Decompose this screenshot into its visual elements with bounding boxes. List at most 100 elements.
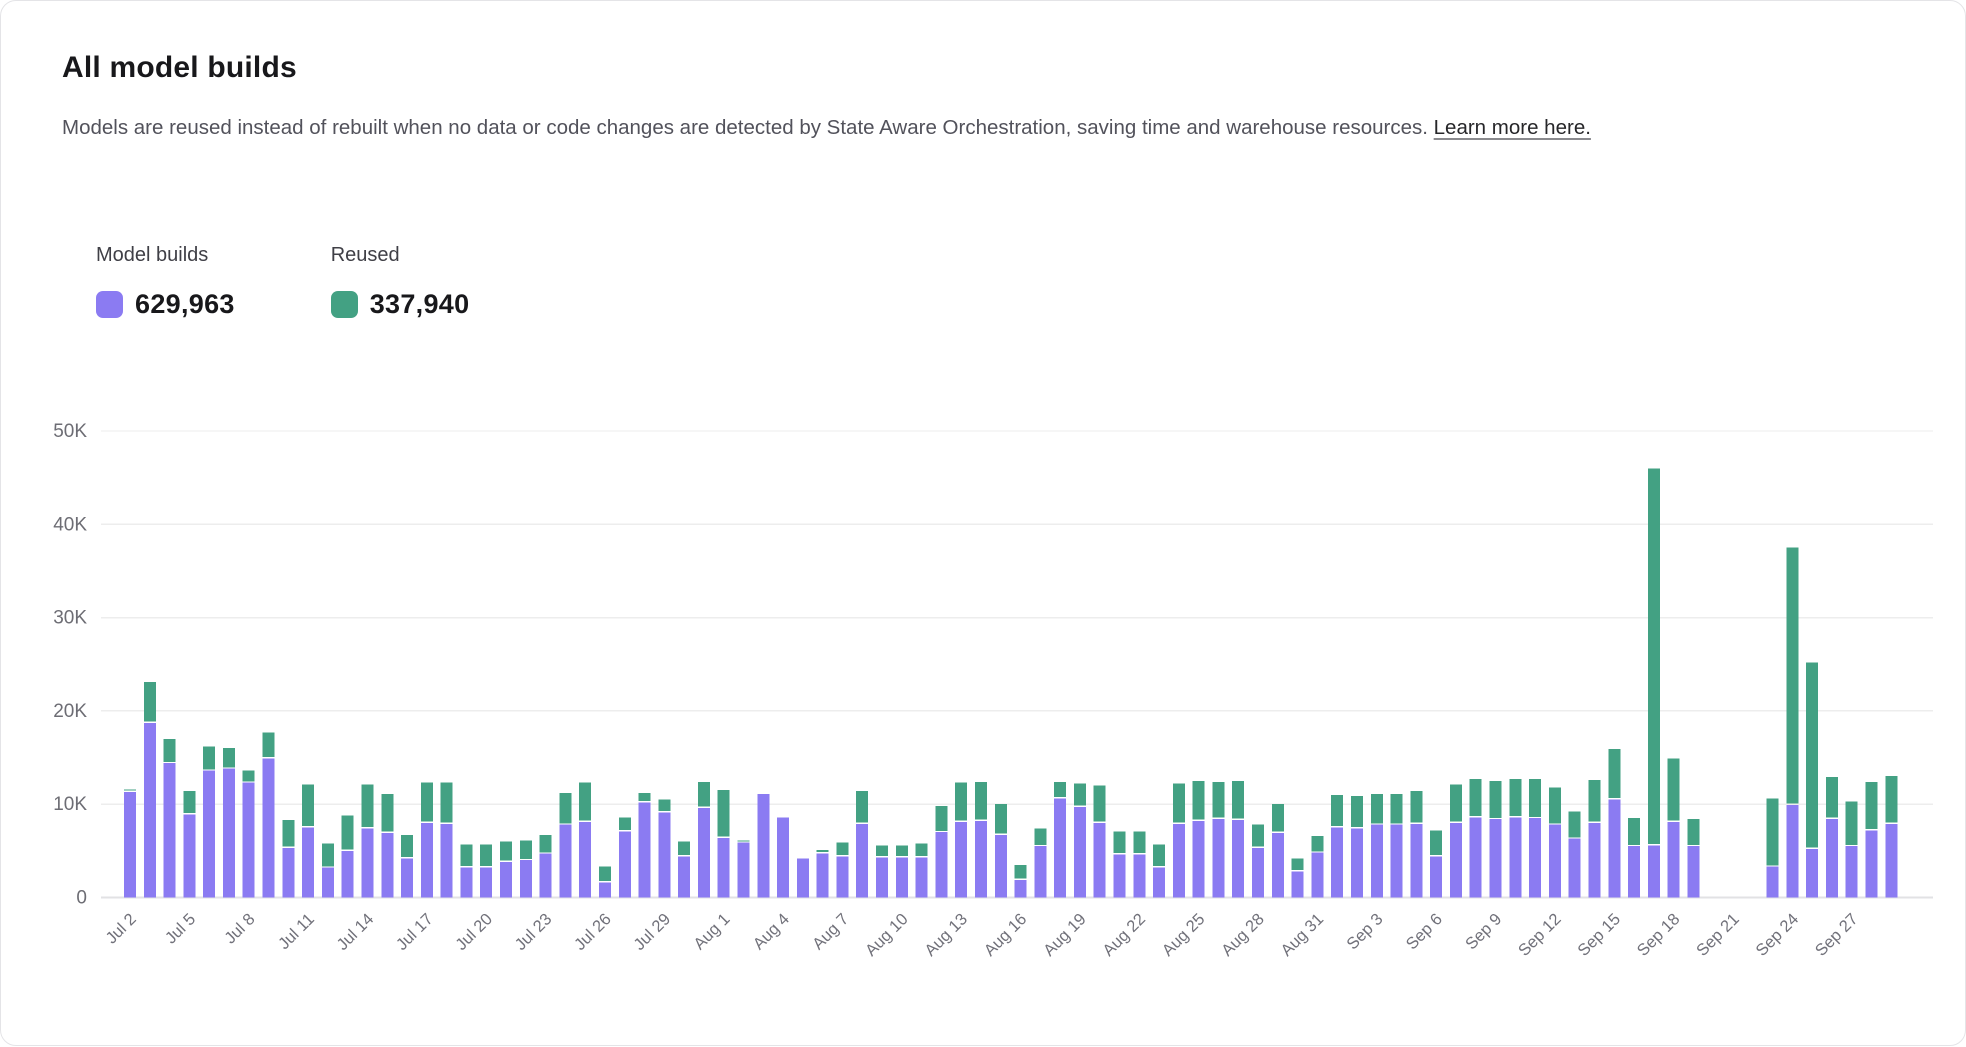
bar-reused-jul-24[interactable] [559, 793, 572, 824]
bar-model-builds-jul-28[interactable] [638, 802, 651, 898]
bar-reused-jul-16[interactable] [401, 835, 414, 857]
bar-model-builds-jul-14[interactable] [361, 828, 374, 898]
bar-reused-sep-8[interactable] [1469, 779, 1482, 816]
bar-model-builds-jul-27[interactable] [618, 831, 631, 898]
bar-model-builds-jul-12[interactable] [321, 867, 334, 898]
bar-reused-jul-22[interactable] [519, 840, 532, 859]
bar-model-builds-aug-1[interactable] [717, 837, 730, 898]
bar-model-builds-jul-24[interactable] [559, 824, 572, 898]
bar-model-builds-sep-19[interactable] [1687, 846, 1700, 898]
bar-model-builds-jul-23[interactable] [539, 853, 552, 898]
bar-model-builds-aug-6[interactable] [816, 853, 829, 898]
bar-reused-jul-6[interactable] [203, 746, 216, 770]
bar-model-builds-aug-11[interactable] [915, 857, 928, 898]
bar-model-builds-sep-2[interactable] [1351, 828, 1363, 898]
bar-model-builds-sep-28[interactable] [1865, 830, 1878, 898]
bar-model-builds-jul-13[interactable] [341, 850, 354, 898]
bar-reused-jul-23[interactable] [539, 835, 552, 853]
bar-reused-jul-26[interactable] [599, 866, 611, 882]
bar-model-builds-aug-31[interactable] [1311, 852, 1324, 898]
bar-model-builds-sep-15[interactable] [1608, 799, 1621, 898]
bar-reused-aug-16[interactable] [1014, 864, 1027, 879]
bar-reused-aug-7[interactable] [836, 842, 849, 856]
bar-reused-jul-20[interactable] [480, 844, 493, 867]
bar-reused-jul-4[interactable] [163, 738, 176, 762]
bar-model-builds-jul-30[interactable] [678, 856, 691, 898]
bar-reused-aug-29[interactable] [1271, 804, 1284, 832]
bar-model-builds-jul-25[interactable] [579, 821, 592, 898]
bar-model-builds-aug-4[interactable] [777, 817, 790, 898]
bar-model-builds-jul-22[interactable] [519, 860, 532, 898]
bar-model-builds-jul-9[interactable] [262, 758, 275, 898]
bar-model-builds-aug-14[interactable] [975, 821, 987, 898]
bar-model-builds-sep-24[interactable] [1786, 805, 1799, 898]
bar-reused-aug-30[interactable] [1291, 858, 1304, 870]
bar-model-builds-aug-5[interactable] [796, 858, 809, 898]
bar-model-builds-sep-5[interactable] [1410, 823, 1423, 898]
bar-reused-sep-10[interactable] [1509, 779, 1522, 816]
bar-model-builds-jul-18[interactable] [440, 823, 453, 898]
bar-reused-jul-30[interactable] [678, 841, 691, 856]
bar-model-builds-jul-7[interactable] [222, 768, 235, 898]
bar-reused-jul-15[interactable] [381, 793, 394, 832]
bar-model-builds-sep-6[interactable] [1430, 856, 1443, 898]
bar-reused-sep-24[interactable] [1786, 547, 1799, 804]
bar-model-builds-sep-25[interactable] [1806, 849, 1819, 898]
bar-reused-sep-9[interactable] [1489, 780, 1502, 818]
bar-model-builds-jul-21[interactable] [500, 862, 512, 898]
bar-reused-jul-17[interactable] [420, 782, 433, 822]
bar-reused-jul-3[interactable] [143, 682, 156, 722]
bar-reused-jul-29[interactable] [658, 799, 671, 812]
bar-model-builds-sep-7[interactable] [1449, 822, 1462, 898]
bar-reused-sep-11[interactable] [1529, 779, 1542, 817]
bar-reused-jul-18[interactable] [440, 782, 453, 823]
bar-reused-sep-26[interactable] [1825, 777, 1838, 818]
bar-reused-sep-1[interactable] [1331, 794, 1344, 827]
bar-model-builds-jul-26[interactable] [599, 882, 611, 898]
bar-reused-sep-23[interactable] [1766, 798, 1779, 866]
bar-model-builds-aug-2[interactable] [737, 842, 750, 898]
bar-model-builds-sep-9[interactable] [1489, 819, 1502, 898]
bar-reused-sep-28[interactable] [1865, 781, 1878, 829]
bar-model-builds-jul-5[interactable] [183, 814, 196, 898]
bar-reused-jul-12[interactable] [321, 843, 334, 867]
bar-reused-aug-6[interactable] [816, 849, 829, 853]
bar-model-builds-jul-20[interactable] [480, 867, 493, 898]
bar-model-builds-aug-7[interactable] [836, 856, 849, 898]
bar-reused-sep-16[interactable] [1628, 818, 1640, 845]
bar-model-builds-aug-20[interactable] [1093, 822, 1106, 898]
bar-reused-sep-3[interactable] [1370, 793, 1383, 824]
bar-model-builds-aug-21[interactable] [1113, 854, 1126, 898]
bar-reused-jul-7[interactable] [222, 748, 235, 768]
bar-reused-aug-14[interactable] [975, 781, 987, 820]
bar-reused-sep-12[interactable] [1548, 787, 1561, 824]
bar-reused-aug-13[interactable] [955, 782, 968, 821]
bar-model-builds-aug-8[interactable] [856, 823, 869, 898]
bar-reused-sep-2[interactable] [1351, 795, 1363, 828]
bar-reused-jul-27[interactable] [618, 817, 631, 830]
bar-reused-aug-20[interactable] [1093, 785, 1106, 822]
bar-reused-aug-12[interactable] [935, 806, 948, 831]
bar-model-builds-aug-12[interactable] [935, 832, 948, 898]
bar-model-builds-aug-10[interactable] [895, 857, 908, 898]
bar-reused-jul-25[interactable] [579, 782, 592, 821]
bar-reused-sep-15[interactable] [1608, 749, 1621, 799]
bar-model-builds-jul-8[interactable] [242, 782, 255, 898]
bar-reused-jul-19[interactable] [460, 844, 473, 867]
bar-reused-jul-2[interactable] [124, 789, 136, 791]
bar-model-builds-sep-23[interactable] [1766, 866, 1779, 898]
bar-model-builds-sep-17[interactable] [1647, 845, 1660, 898]
bar-model-builds-sep-13[interactable] [1568, 838, 1581, 898]
bar-model-builds-aug-18[interactable] [1054, 798, 1067, 898]
bar-reused-aug-24[interactable] [1172, 783, 1185, 823]
bar-reused-jul-5[interactable] [183, 791, 196, 813]
bar-model-builds-sep-11[interactable] [1529, 818, 1542, 898]
bar-reused-sep-6[interactable] [1430, 830, 1443, 855]
bar-reused-aug-11[interactable] [915, 843, 928, 856]
bar-reused-sep-17[interactable] [1647, 468, 1660, 844]
bar-reused-jul-10[interactable] [282, 820, 295, 847]
bar-model-builds-jul-4[interactable] [163, 763, 176, 898]
bar-model-builds-jul-29[interactable] [658, 812, 671, 898]
bar-model-builds-aug-19[interactable] [1073, 807, 1086, 898]
bar-model-builds-jul-2[interactable] [124, 792, 136, 898]
